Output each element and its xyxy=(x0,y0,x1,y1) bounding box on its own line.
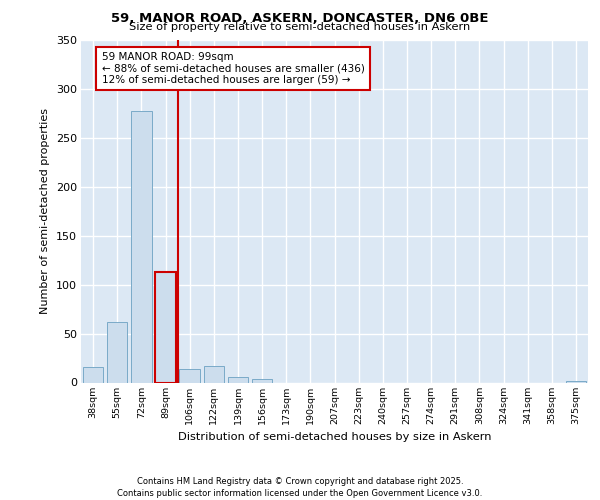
Y-axis label: Number of semi-detached properties: Number of semi-detached properties xyxy=(40,108,50,314)
Bar xyxy=(83,367,103,382)
Bar xyxy=(107,322,127,382)
Text: 59, MANOR ROAD, ASKERN, DONCASTER, DN6 0BE: 59, MANOR ROAD, ASKERN, DONCASTER, DN6 0… xyxy=(111,12,489,26)
Bar xyxy=(252,378,272,382)
Text: 59 MANOR ROAD: 99sqm
← 88% of semi-detached houses are smaller (436)
12% of semi: 59 MANOR ROAD: 99sqm ← 88% of semi-detac… xyxy=(101,52,364,85)
X-axis label: Distribution of semi-detached houses by size in Askern: Distribution of semi-detached houses by … xyxy=(178,432,491,442)
Bar xyxy=(155,272,176,382)
Bar xyxy=(227,376,248,382)
Bar xyxy=(203,366,224,382)
Bar xyxy=(131,112,152,382)
Text: Contains HM Land Registry data © Crown copyright and database right 2025.
Contai: Contains HM Land Registry data © Crown c… xyxy=(118,476,482,498)
Bar xyxy=(566,380,586,382)
Bar xyxy=(179,369,200,382)
Text: Size of property relative to semi-detached houses in Askern: Size of property relative to semi-detach… xyxy=(130,22,470,32)
